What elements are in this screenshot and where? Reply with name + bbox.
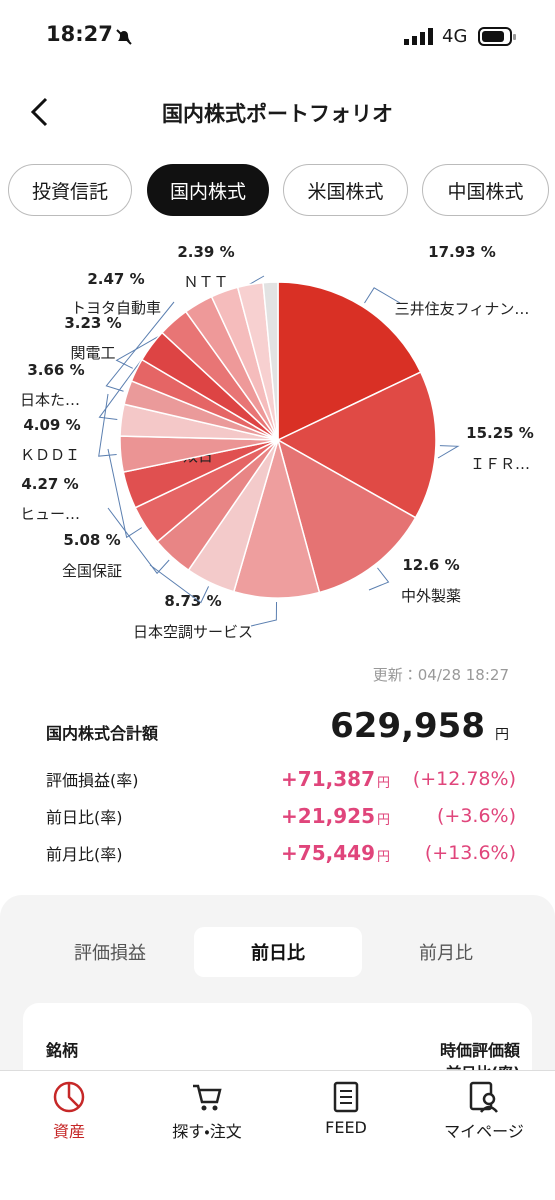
battery-icon	[478, 27, 516, 46]
value-label: 2.47 %	[87, 270, 144, 288]
pie-slice	[277, 281, 422, 442]
row-unit: 円	[376, 775, 390, 791]
pie-slice	[276, 438, 417, 594]
total-label: 国内株式合計額	[46, 724, 159, 743]
row-label: 前月比(率)	[46, 845, 123, 864]
category-label: トヨタ自動車	[71, 299, 161, 317]
nav-label: マイページ	[444, 1122, 524, 1141]
nav-feed[interactable]: FEED	[277, 1080, 415, 1160]
leader-line	[149, 564, 210, 604]
row-unit: 円	[376, 849, 390, 865]
nav-search[interactable]: 探す・注文	[138, 1080, 276, 1160]
row-label: 前日比(率)	[46, 808, 123, 827]
value-label: 4.27 %	[21, 475, 78, 493]
total-unit: 円	[495, 727, 509, 743]
column-name: 銘柄	[46, 1041, 79, 1060]
category-label: 関電工	[70, 344, 115, 362]
segment-tab-active[interactable]: 前日比	[194, 927, 362, 977]
row-label: 評価損益(率)	[46, 771, 139, 790]
tab-active[interactable]: 国内株式	[147, 164, 269, 216]
network: 4G	[442, 26, 468, 47]
value-label: 8.73 %	[164, 592, 221, 610]
tab[interactable]: 投資信託	[8, 164, 132, 216]
row-rate: (+3.6%)	[436, 805, 516, 827]
leader-line	[105, 301, 175, 392]
value-label: 15.25 %	[466, 424, 534, 442]
category-label: 全国保証	[62, 562, 122, 580]
tab[interactable]: 米国株式	[283, 164, 408, 216]
value-label: 5.08 %	[63, 531, 120, 549]
row-rate: (+12.78%)	[412, 768, 516, 790]
nav-label: 資産	[52, 1122, 85, 1141]
nav-assets[interactable]: 資産	[0, 1080, 138, 1160]
bottom-nav	[0, 1070, 555, 1200]
leader-line	[368, 567, 390, 591]
segment-tab[interactable]: 評価損益	[74, 943, 146, 964]
value-label: 12.6 %	[402, 556, 459, 574]
pie-slice	[276, 371, 437, 519]
value-label: 3.23 %	[64, 314, 121, 332]
row-value: +21,925	[281, 804, 375, 828]
category-label: ヒュー…	[20, 505, 80, 523]
nav-label: FEED	[325, 1118, 367, 1137]
leader-line	[98, 393, 117, 457]
category-label: ＫＤＤＩ	[20, 446, 80, 464]
signal-icon	[404, 28, 433, 45]
category-label: ＩＦＲ…	[470, 455, 530, 473]
leader-line	[98, 346, 152, 421]
value-label: 17.93 %	[428, 243, 496, 261]
back-button[interactable]	[28, 96, 52, 128]
summary-row: 評価損益(率) +71,387 円 (+12.78%)	[46, 764, 516, 794]
row-unit: 円	[376, 812, 390, 828]
segment-tab[interactable]: 前月比	[419, 943, 473, 964]
column-value: 時価評価額	[439, 1041, 520, 1060]
row-value: +71,387	[281, 767, 375, 791]
leader-line	[437, 445, 460, 459]
total-value: 629,958	[330, 706, 485, 746]
category-label: 中外製薬	[401, 587, 461, 605]
nav-mypage[interactable]: マイページ	[415, 1080, 553, 1160]
updated-time: 更新：04/28 18:27	[372, 666, 509, 684]
leader-line	[107, 507, 170, 575]
category-label: 日本た…	[20, 391, 80, 409]
row-rate: (+13.6%)	[424, 842, 516, 864]
category-label: 三井住友フィナン…	[395, 300, 530, 318]
category-label: 日本空調サービス	[133, 623, 253, 641]
tab[interactable]: 中国株式	[422, 164, 549, 216]
pie-slice	[232, 437, 321, 599]
row-value: +75,449	[281, 841, 375, 865]
value-label: 3.66 %	[27, 361, 84, 379]
mute-icon	[116, 29, 132, 45]
leader-line	[107, 448, 143, 539]
value-label: 4.09 %	[23, 416, 80, 434]
leader-line	[250, 601, 278, 627]
status-time: 18:27	[46, 22, 113, 46]
leader-line	[364, 287, 401, 304]
value-label: 2.39 %	[177, 243, 234, 261]
summary-row: 前月比(率) +75,449 円 (+13.6%)	[46, 838, 516, 868]
summary-row: 前日比(率) +21,925 円 (+3.6%)	[46, 801, 516, 831]
nav-label: 探す・注文	[172, 1122, 242, 1141]
pie-chart: 17.93 % 三井住友フィナン… 15.25 % ＩＦＲ… 12.6 % 中外製薬 8.7…	[20, 243, 534, 641]
pie-slice	[262, 281, 279, 441]
category-label: ＮＴＴ	[183, 273, 228, 291]
header-title: 国内株式ポートフォリオ	[162, 102, 393, 126]
